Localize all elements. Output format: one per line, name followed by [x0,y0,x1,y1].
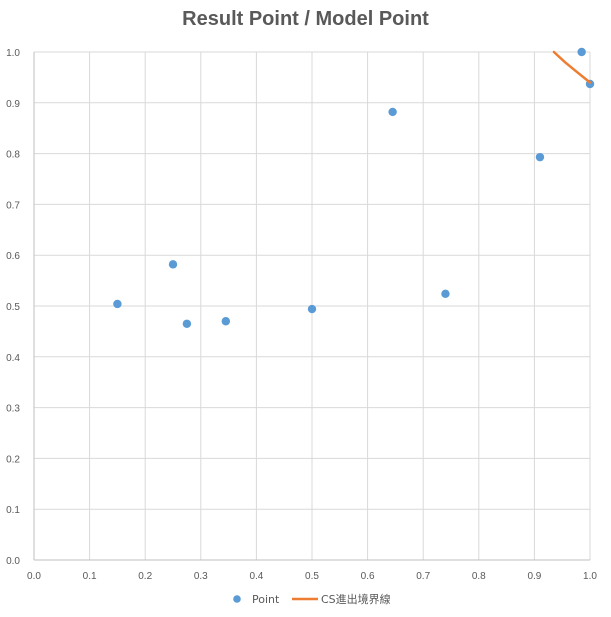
data-point [577,47,586,57]
data-point [113,299,122,309]
data-point [307,304,317,314]
data-series [113,47,595,328]
x-tick-label: 0.7 [416,571,430,582]
y-tick-label: 0.4 [6,353,20,364]
data-point [535,152,545,162]
data-point [182,319,192,328]
y-tick-label: 0.6 [6,251,20,262]
data-point [168,260,178,269]
x-tick-label: 0.5 [305,571,319,582]
x-tick-label: 0.2 [138,571,152,582]
legend-label: Point [252,593,280,606]
data-point [221,317,231,326]
x-tick-label: 0.9 [527,571,541,582]
x-tick-label: 0.4 [249,571,263,582]
x-tick-label: 0.3 [194,571,208,582]
y-tick-label: 0.7 [6,200,20,211]
legend-label: CS進出境界線 [321,592,391,606]
data-point [388,107,397,117]
y-tick-label: 0.1 [6,505,20,516]
y-tick-label: 0.0 [6,556,20,567]
x-tick-label: 0.8 [472,571,486,582]
y-tick-label: 0.9 [6,99,20,110]
y-tick-label: 1.0 [6,48,20,59]
y-tick-label: 0.5 [6,302,20,313]
x-tick-label: 0.0 [27,571,41,582]
data-point [441,289,450,299]
y-tick-label: 0.8 [6,150,20,161]
y-tick-label: 0.3 [6,404,20,415]
legend-marker-symbol [233,595,241,603]
x-tick-labels: 0.0 0.1 0.2 0.3 0.4 0.5 0.6 0.7 0.8 0.9 1.0 [27,571,597,582]
legend: Point CS進出境界線 [233,592,391,606]
x-tick-label: 1.0 [583,571,597,582]
boundary-line [552,50,592,84]
x-tick-label: 0.1 [83,571,97,582]
chart-title: Result Point / Model Point [182,8,429,30]
y-tick-labels: 0.0 0.1 0.2 0.3 0.4 0.5 0.6 0.7 0.8 0.9 1.0 [6,48,20,567]
axes [33,52,590,561]
x-tick-label: 0.6 [361,571,375,582]
y-tick-label: 0.2 [6,454,20,465]
